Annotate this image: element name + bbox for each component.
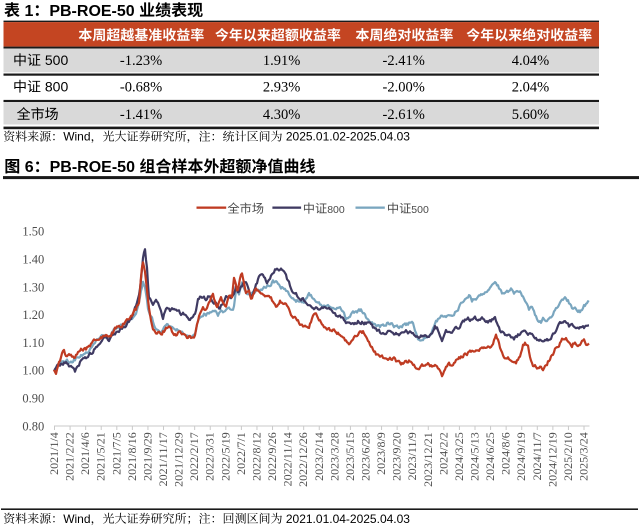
svg-text:2024/8/6: 2024/8/6 [499, 432, 513, 475]
svg-text:2023/12/21: 2023/12/21 [421, 432, 435, 487]
svg-text:-1.41%: -1.41% [120, 107, 162, 123]
svg-text:-2.00%: -2.00% [383, 80, 425, 96]
svg-text:2024/3/25: 2024/3/25 [452, 432, 466, 481]
svg-text:2.04%: 2.04% [512, 80, 549, 96]
svg-text:1.91%: 1.91% [263, 53, 300, 69]
svg-text:2022/3/31: 2022/3/31 [203, 432, 217, 481]
svg-text:2023/2/14: 2023/2/14 [312, 432, 326, 481]
svg-text:2022/8/12: 2022/8/12 [249, 432, 263, 481]
svg-text:4.30%: 4.30% [263, 107, 300, 123]
svg-text:2022/5/19: 2022/5/19 [218, 432, 232, 481]
svg-text:2.93%: 2.93% [263, 80, 300, 96]
svg-text:0.80: 0.80 [22, 419, 44, 433]
svg-text:1.30: 1.30 [22, 280, 44, 294]
svg-text:6: 6 [25, 159, 34, 176]
svg-text:2021/5/21: 2021/5/21 [94, 432, 108, 481]
svg-text:2021/4/6: 2021/4/6 [78, 432, 92, 475]
svg-text:2022/11/14: 2022/11/14 [281, 432, 295, 486]
svg-text:2021/12/29: 2021/12/29 [172, 432, 186, 487]
svg-text:2023/11/9: 2023/11/9 [405, 432, 419, 480]
svg-text:2021/7/5: 2021/7/5 [109, 432, 123, 475]
svg-text:0.90: 0.90 [22, 392, 44, 406]
svg-text:1.10: 1.10 [22, 336, 44, 350]
svg-text:1: 1 [24, 3, 33, 20]
svg-text:1.50: 1.50 [22, 225, 44, 239]
svg-text:-2.41%: -2.41% [383, 53, 425, 69]
svg-text:-0.68%: -0.68% [120, 80, 162, 96]
svg-text:2025/3/24: 2025/3/24 [577, 432, 591, 481]
svg-text:1.20: 1.20 [22, 308, 44, 322]
svg-text:-2.61%: -2.61% [383, 107, 425, 123]
svg-text:2023/8/9: 2023/8/9 [374, 432, 388, 475]
svg-text:2021/9/29: 2021/9/29 [140, 432, 154, 481]
svg-text:2022/2/17: 2022/2/17 [187, 432, 201, 481]
svg-text:2025/2/10: 2025/2/10 [561, 432, 575, 481]
svg-text:PB-ROE-50: PB-ROE-50 [50, 159, 135, 176]
svg-text:2021.01.04-2025.04.03: 2021.01.04-2025.04.03 [286, 512, 410, 526]
svg-text:2025.01.02-2025.04.03: 2025.01.02-2025.04.03 [286, 130, 410, 144]
svg-text:800: 800 [327, 204, 345, 216]
svg-text:2023/6/28: 2023/6/28 [358, 432, 372, 481]
svg-text:Wind: Wind [63, 512, 90, 526]
svg-text:2024/6/25: 2024/6/25 [483, 432, 497, 481]
svg-text:2021/2/22: 2021/2/22 [63, 432, 77, 481]
svg-text:4.04%: 4.04% [512, 53, 549, 69]
svg-text:Wind: Wind [63, 130, 90, 144]
svg-text:2023/5/15: 2023/5/15 [343, 432, 357, 481]
svg-text:2022/7/1: 2022/7/1 [234, 432, 248, 475]
svg-text:2024/2/2: 2024/2/2 [436, 432, 450, 475]
svg-text:2022/9/26: 2022/9/26 [265, 432, 279, 481]
svg-text:2022/12/26: 2022/12/26 [296, 432, 310, 487]
svg-text:5.60%: 5.60% [512, 107, 549, 123]
svg-text:500: 500 [45, 52, 69, 68]
svg-text:-1.23%: -1.23% [120, 53, 162, 69]
svg-text:2023/9/20: 2023/9/20 [390, 432, 404, 481]
svg-text:800: 800 [45, 79, 69, 95]
svg-text:1.00: 1.00 [22, 364, 44, 378]
svg-text:2021/8/16: 2021/8/16 [125, 432, 139, 481]
svg-text:1.40: 1.40 [22, 253, 44, 267]
svg-text:2021/1/4: 2021/1/4 [47, 432, 61, 475]
svg-text:2024/5/13: 2024/5/13 [468, 432, 482, 481]
svg-text:2024/9/19: 2024/9/19 [514, 432, 528, 481]
svg-text:2021/11/17: 2021/11/17 [156, 432, 170, 486]
svg-text:2024/11/7: 2024/11/7 [530, 432, 544, 480]
svg-text:PB-ROE-50: PB-ROE-50 [49, 3, 134, 20]
svg-text:2023/3/28: 2023/3/28 [327, 432, 341, 481]
svg-text:2024/12/19: 2024/12/19 [545, 432, 559, 487]
svg-text:500: 500 [411, 204, 429, 216]
